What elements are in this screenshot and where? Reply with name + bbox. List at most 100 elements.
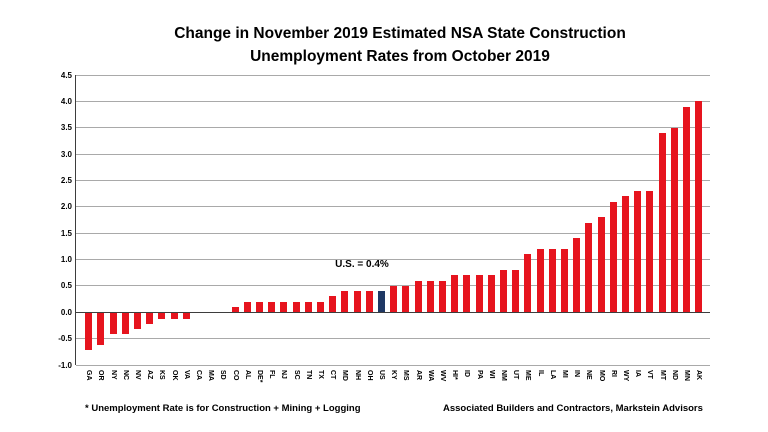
bar [353,291,361,313]
x-axis-label: WA [426,370,434,382]
bar [109,313,117,335]
x-axis-label: CT [329,370,337,380]
x-axis-label: MA [207,370,215,381]
x-axis-label: MO [597,370,605,382]
x-axis-label: OK [170,370,178,381]
plot-area: 4.5 4.0 3.5 3.0 2.5 2.0 1.5 1.0 0.5 0.0 -0.5 -1.0 GA… [58,71,710,382]
bar [439,280,446,313]
y-axis-label: 3.0 [60,149,72,159]
y-axis-label: 4.0 [60,96,72,106]
x-axis-label: RI [609,370,617,377]
x-axis-label: NM [500,370,507,381]
y-axis-label: 0.0 [60,307,72,317]
x-axis-label: MT [658,370,666,381]
x-axis-label: IA [634,370,642,377]
x-axis-label: US [378,370,385,380]
bar [231,307,239,313]
bar [97,313,105,345]
bar [512,270,520,313]
bar [500,270,507,313]
us-value-annotation: U.S. = 0.4% [335,259,389,270]
footnote-unemployment-definition: * Unemployment Rate is for Construction … [85,403,361,414]
bar [390,285,398,313]
gridline [76,179,710,181]
bar [475,275,483,313]
x-axis-label: NJ [280,370,288,379]
bar [341,291,349,313]
x-axis-label: WI [487,370,495,379]
bar [256,301,263,313]
chart-title: Change in November 2019 Estimated NSA St… [30,22,768,68]
bar [451,275,459,313]
x-axis-label: NV [134,370,141,380]
bar [182,313,190,319]
bar [548,249,556,313]
x-axis-label: NH [353,370,361,381]
x-axis-label: AZ [146,370,154,380]
x-axis-label: ND [670,370,678,381]
x-axis-label: OR [97,370,105,381]
bar [646,191,654,313]
bar [683,106,690,313]
bar [121,313,129,335]
x-axis-label: AR [414,370,422,381]
bar [573,238,581,313]
gridline [76,232,710,234]
bar [317,301,324,313]
bar [304,301,312,313]
y-axis-label: 1.5 [60,228,72,238]
bar [561,249,568,313]
bar [170,313,178,319]
bar [524,254,532,313]
bar [134,313,141,330]
bar [463,275,471,313]
x-axis-label: IN [573,370,581,377]
x-axis-label: UT [512,370,520,380]
bar [268,301,276,313]
bar [378,291,385,313]
bar [609,201,617,313]
x-axis-label: CO [231,370,239,381]
x-axis-label: IL [536,370,544,377]
bar [158,313,166,319]
bar [85,313,93,351]
bar [597,217,605,313]
gridline [76,153,710,155]
y-axis-line [75,75,76,365]
gridline [76,259,710,261]
x-axis-label: SD [219,370,227,380]
x-axis-label: LA [548,370,556,380]
bar [414,280,422,313]
bar [146,313,154,324]
x-axis-label: ID [463,370,471,377]
bar [329,296,337,313]
x-axis-label: MD [341,370,349,381]
bar [243,301,251,313]
y-axis-label: 4.5 [60,70,72,80]
bar [634,191,642,313]
bar [585,222,593,313]
x-axis-label: GA [85,370,93,381]
bar [658,133,666,313]
bar [536,249,544,313]
y-axis-label: 2.0 [60,202,72,212]
x-axis-label: VA [182,370,190,380]
chart-title-line1: Change in November 2019 Estimated NSA St… [174,25,626,42]
x-axis-label: SC [292,370,300,380]
gridline [76,364,710,366]
y-axis-label: 1.0 [60,255,72,265]
x-axis-label: KS [158,370,166,380]
x-axis-label: TN [304,370,312,380]
x-axis-label: HI* [451,370,459,380]
y-axis-label: 0.5 [60,281,72,291]
x-axis-label: FL [268,370,276,379]
gridline [76,127,710,129]
x-axis-label: MS [402,370,410,381]
x-axis-label: KY [390,370,398,380]
gridline [76,100,710,102]
bar [487,275,495,313]
y-axis-label: -1.0 [58,360,72,370]
x-axis-label: NY [109,370,117,380]
x-axis-label: AL [243,370,251,380]
